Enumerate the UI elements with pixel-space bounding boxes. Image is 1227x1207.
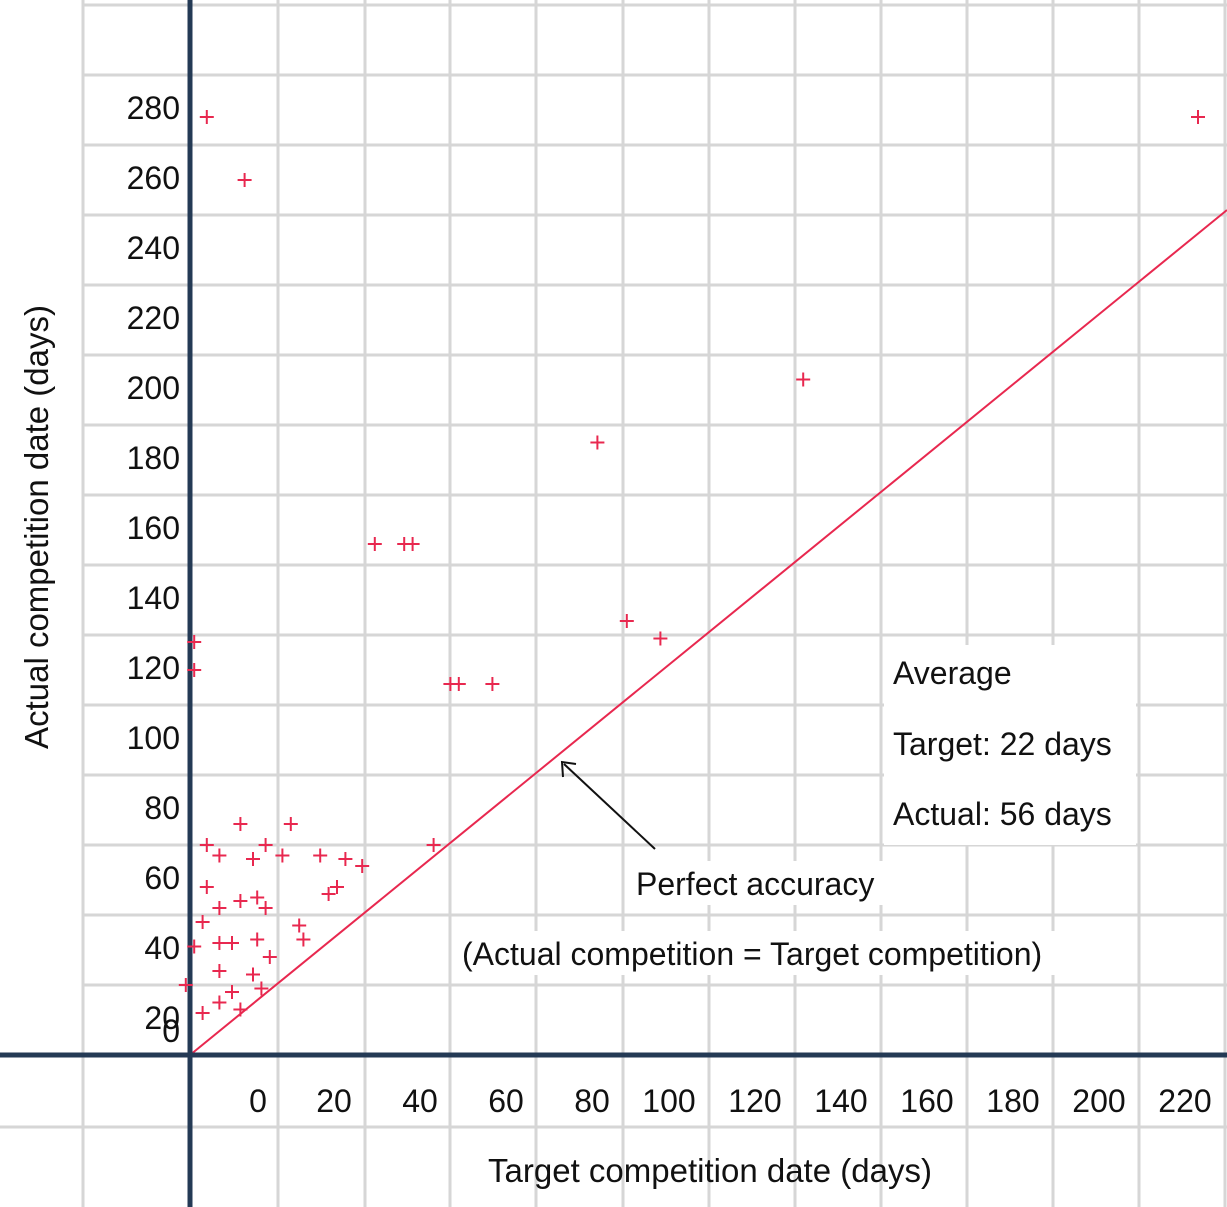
x-tick-label: 120 <box>728 1083 781 1119</box>
perfect-accuracy-label: Perfect accuracy <box>636 866 874 902</box>
data-point-marker <box>619 614 634 628</box>
y-tick-label: 120 <box>127 650 180 686</box>
data-point-marker <box>258 901 273 915</box>
perfect-accuracy-note: (Actual competition = Target competition… <box>462 936 1042 972</box>
data-point-marker <box>653 631 668 646</box>
data-point-marker <box>246 852 260 866</box>
y-tick-label: 60 <box>144 860 180 896</box>
data-point-marker <box>212 964 227 978</box>
data-point-marker <box>796 372 811 387</box>
x-tick-label: 160 <box>900 1083 953 1119</box>
x-tick-labels: 0 20 40 60 80 100 120 140 160 180 200 220 <box>249 1083 1212 1119</box>
y-tick-label: 100 <box>127 720 180 756</box>
data-point-marker <box>283 817 298 831</box>
data-point-marker <box>212 848 227 863</box>
annotation-actual-average: Actual: 56 days <box>893 796 1112 832</box>
data-point-marker <box>338 852 353 866</box>
y-tick-label: 240 <box>127 230 180 266</box>
y-tick-label: 260 <box>127 160 180 196</box>
y-tick-label: 20 <box>144 1000 180 1036</box>
annotation-average: Average <box>893 655 1012 691</box>
x-tick-label: 220 <box>1158 1083 1211 1119</box>
data-point-marker <box>262 950 277 964</box>
x-tick-label: 100 <box>642 1083 695 1119</box>
y-tick-label: 160 <box>127 510 180 546</box>
y-tick-label: 80 <box>144 790 180 826</box>
data-point-marker <box>199 110 214 124</box>
x-tick-label: 20 <box>316 1083 352 1119</box>
data-point-marker <box>199 838 214 852</box>
x-tick-label: 40 <box>402 1083 438 1119</box>
data-point-marker <box>233 894 248 908</box>
data-point-marker <box>237 173 252 187</box>
reference-line-group <box>189 209 1227 1056</box>
perfect-accuracy-label-background <box>630 861 902 905</box>
data-point-marker <box>187 939 202 954</box>
y-tick-label: 140 <box>127 580 180 616</box>
data-point-marker <box>187 635 202 649</box>
x-tick-label: 200 <box>1072 1083 1125 1119</box>
data-point-marker <box>225 936 239 950</box>
data-point-marker <box>590 435 605 450</box>
x-tick-label: 80 <box>574 1083 610 1119</box>
data-point-marker <box>246 967 260 982</box>
data-point-marker <box>1191 110 1205 124</box>
perfect-accuracy-note-background <box>457 931 1107 975</box>
data-point-marker <box>405 537 420 551</box>
data-point-marker <box>212 901 227 915</box>
y-tick-labels: 020 40 60 80 100 120 140 160 180 200 220 240 260 280 <box>127 90 180 1049</box>
data-point-marker <box>178 978 193 992</box>
annotation-box-background <box>884 645 1136 845</box>
data-point-marker <box>250 890 265 905</box>
data-point-marker <box>233 1002 248 1017</box>
x-tick-label: 140 <box>814 1083 867 1119</box>
data-point-marker <box>367 537 382 551</box>
data-point-marker <box>199 880 214 894</box>
data-point-marker <box>330 880 344 894</box>
data-point-marker <box>233 817 248 831</box>
x-tick-label: 60 <box>488 1083 524 1119</box>
data-point-marker <box>258 838 273 852</box>
annotation-arrow <box>563 763 656 850</box>
y-tick-label: 40 <box>144 930 180 966</box>
y-tick-label: 0 <box>162 1013 180 1049</box>
data-point-marker <box>426 838 441 852</box>
annotation-target-average: Target: 22 days <box>893 726 1112 762</box>
data-point-marker <box>451 677 466 691</box>
x-tick-label: 180 <box>986 1083 1039 1119</box>
data-point-marker <box>292 918 307 933</box>
y-tick-label: 280 <box>127 90 180 126</box>
y-tick-label: 220 <box>127 300 180 336</box>
data-point-marker <box>212 936 227 950</box>
data-point-marker <box>250 932 265 947</box>
data-point-marker <box>254 981 269 996</box>
x-tick-label: 0 <box>249 1083 267 1119</box>
data-points <box>178 110 1205 1020</box>
data-point-marker <box>212 995 227 1010</box>
data-point-marker <box>313 848 328 863</box>
data-point-marker <box>195 915 210 929</box>
x-axis-title: Target competition date (days) <box>488 1152 932 1189</box>
annotation-arrowhead <box>560 760 577 778</box>
data-point-marker <box>321 887 336 901</box>
y-axis-title: Actual competition date (days) <box>18 305 55 749</box>
data-point-marker <box>485 677 500 691</box>
data-point-marker <box>195 1006 210 1020</box>
data-point-marker <box>225 985 239 999</box>
data-point-marker <box>355 859 370 873</box>
perfect-accuracy-line <box>189 209 1227 1056</box>
data-point-marker <box>296 932 311 947</box>
y-tick-label: 180 <box>127 440 180 476</box>
data-point-marker <box>187 663 202 677</box>
data-point-marker <box>275 848 290 863</box>
y-tick-label: 200 <box>127 370 180 406</box>
